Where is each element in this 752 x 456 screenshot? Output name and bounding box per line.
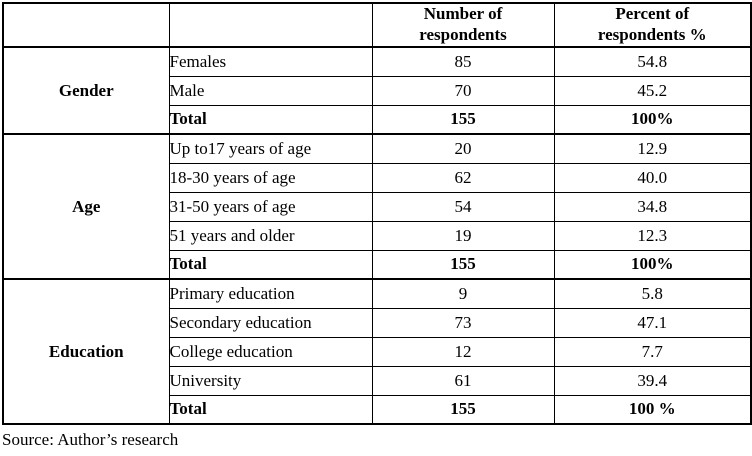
percent-cell: 54.8 [553,46,752,77]
percent-cell: 7.7 [553,336,752,367]
row-label-cell: College education [168,336,373,367]
table-row: Gender Females 85 54.8 [2,46,752,135]
header-number-of-respondents: Number of respondents [371,2,555,48]
count-cell: 155 [371,249,555,280]
row-label-cell: 18-30 years of age [168,162,373,193]
row-label-cell: Secondary education [168,307,373,338]
percent-cell: 12.3 [553,220,752,251]
count-cell: 62 [371,162,555,193]
percent-cell: 45.2 [553,75,752,106]
category-cell: Age [2,133,170,280]
percent-cell: 100% [553,104,752,135]
percent-cell: 100% [553,249,752,280]
count-cell: 20 [371,133,555,164]
percent-cell: 100 % [553,394,752,425]
row-label-cell: Male [168,75,373,106]
table-row: College education 12 7.7 [3,336,752,367]
table-row: Secondary education 73 47.1 [3,307,752,338]
count-cell: 19 [371,220,555,251]
header-row: Number of respondents Percent of respond… [2,2,752,48]
count-cell: 54 [371,191,555,222]
table-row: 51 years and older 19 12.3 [3,220,752,251]
percent-cell: 47.1 [553,307,752,338]
table-row: Total 155 100% [3,104,752,135]
category-cell: Education [2,278,170,425]
percent-cell: 40.0 [553,162,752,193]
row-label-cell: Total [168,104,373,135]
percent-cell: 12.9 [553,133,752,164]
percent-cell: 5.8 [553,278,752,309]
percent-cell: 39.4 [553,365,752,396]
table-row: Age Up to17 years of age 20 12.9 [2,133,752,280]
source-note: Source: Author’s research [2,430,179,449]
table-row: University 61 39.4 [3,365,752,396]
row-label-cell: 31-50 years of age [168,191,373,222]
count-cell: 155 [371,104,555,135]
count-cell: 73 [371,307,555,338]
table-row: 31-50 years of age 54 34.8 [3,191,752,222]
row-label-cell: Up to17 years of age [168,133,373,164]
category-cell: Gender [2,46,170,135]
header-percent-of-respondents: Percent of respondents % [553,2,752,48]
demographics-table: Number of respondents Percent of respond… [2,2,752,425]
row-label-cell: Total [168,249,373,280]
header-percent-label: Percent of respondents % [597,4,707,44]
count-cell: 70 [371,75,555,106]
count-cell: 155 [371,394,555,425]
count-cell: 12 [371,336,555,367]
table-row: Education Primary education 9 5.8 [2,278,752,425]
row-label-cell: Total [168,394,373,425]
header-count-label: Number of respondents [419,4,507,44]
row-label-cell: 51 years and older [168,220,373,251]
count-cell: 9 [371,278,555,309]
row-label-cell: Females [168,46,373,77]
table-row: Total 155 100% [3,249,752,280]
row-label-cell: Primary education [168,278,373,309]
percent-cell: 34.8 [553,191,752,222]
table-row: Total 155 100 % [3,394,752,425]
count-cell: 61 [371,365,555,396]
row-label-cell: University [168,365,373,396]
count-cell: 85 [371,46,555,77]
table-row: 18-30 years of age 62 40.0 [3,162,752,193]
header-empty-category-cell [2,2,170,48]
table-row: Male 70 45.2 [3,75,752,106]
header-empty-group-cell [168,2,373,48]
table-body: Gender Females 85 54.8 Male 70 45.2 Total 155 100… [2,46,752,425]
